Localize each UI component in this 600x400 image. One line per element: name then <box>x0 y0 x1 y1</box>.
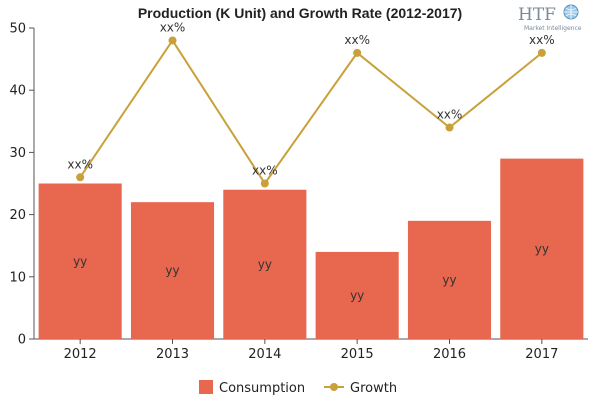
consumption-bar <box>223 189 307 339</box>
consumption-bar <box>407 220 492 339</box>
consumption-bar <box>500 158 584 339</box>
growth-data-label: xx% <box>437 108 463 122</box>
growth-data-label: xx% <box>344 33 370 47</box>
consumption-bar <box>130 202 215 339</box>
growth-data-label: xx% <box>529 33 555 47</box>
y-tick-label: 40 <box>9 84 26 99</box>
growth-line-layer <box>76 36 546 188</box>
growth-point <box>76 173 85 182</box>
bar-labels-layer: yy yy yy yy yy yy <box>73 242 549 303</box>
logo-brand: HTF <box>518 5 556 25</box>
y-tick-label: 20 <box>9 208 26 223</box>
x-tick-label: 2016 <box>433 347 466 362</box>
bar-data-label: yy <box>73 254 87 268</box>
legend-growth-label: Growth <box>350 381 397 396</box>
bar-data-label: yy <box>350 288 364 302</box>
growth-data-label: xx% <box>160 20 186 34</box>
axes: 0 10 20 30 40 50 2012 2013 2014 2015 2016 2017 <box>9 22 588 362</box>
growth-point <box>168 36 177 45</box>
legend-growth-marker <box>330 383 338 391</box>
x-tick-label: 2017 <box>525 347 558 362</box>
growth-point <box>445 123 454 132</box>
bar-data-label: yy <box>258 257 272 271</box>
growth-data-label: xx% <box>67 157 93 171</box>
legend-consumption-swatch <box>199 380 213 394</box>
growth-point <box>260 179 269 188</box>
bars-layer <box>38 158 584 339</box>
bar-data-label: yy <box>535 242 549 256</box>
logo-tagline: Market Intelligence <box>524 25 582 32</box>
globe-icon <box>563 4 579 20</box>
htf-logo: HTF Market Intelligence <box>518 4 582 32</box>
growth-point <box>353 48 362 57</box>
y-tick-label: 50 <box>9 22 26 37</box>
x-tick-label: 2012 <box>64 347 97 362</box>
y-tick-label: 10 <box>9 270 26 285</box>
x-tick-label: 2014 <box>248 347 281 362</box>
legend: Consumption Growth <box>199 380 397 396</box>
x-tick-label: 2015 <box>341 347 374 362</box>
chart-title: Production (K Unit) and Growth Rate (201… <box>138 5 462 21</box>
consumption-bar <box>38 183 122 339</box>
bar-data-label: yy <box>165 264 179 278</box>
y-tick-label: 0 <box>18 333 26 348</box>
consumption-bar <box>315 251 399 339</box>
x-tick-label: 2013 <box>156 347 189 362</box>
growth-data-label: xx% <box>252 164 278 178</box>
y-tick-label: 30 <box>9 146 26 161</box>
growth-point <box>537 48 546 57</box>
legend-consumption-label: Consumption <box>219 381 305 396</box>
growth-line <box>79 38 543 186</box>
growth-labels-layer: xx% xx% xx% xx% xx% xx% <box>67 20 554 177</box>
bar-data-label: yy <box>442 273 456 287</box>
